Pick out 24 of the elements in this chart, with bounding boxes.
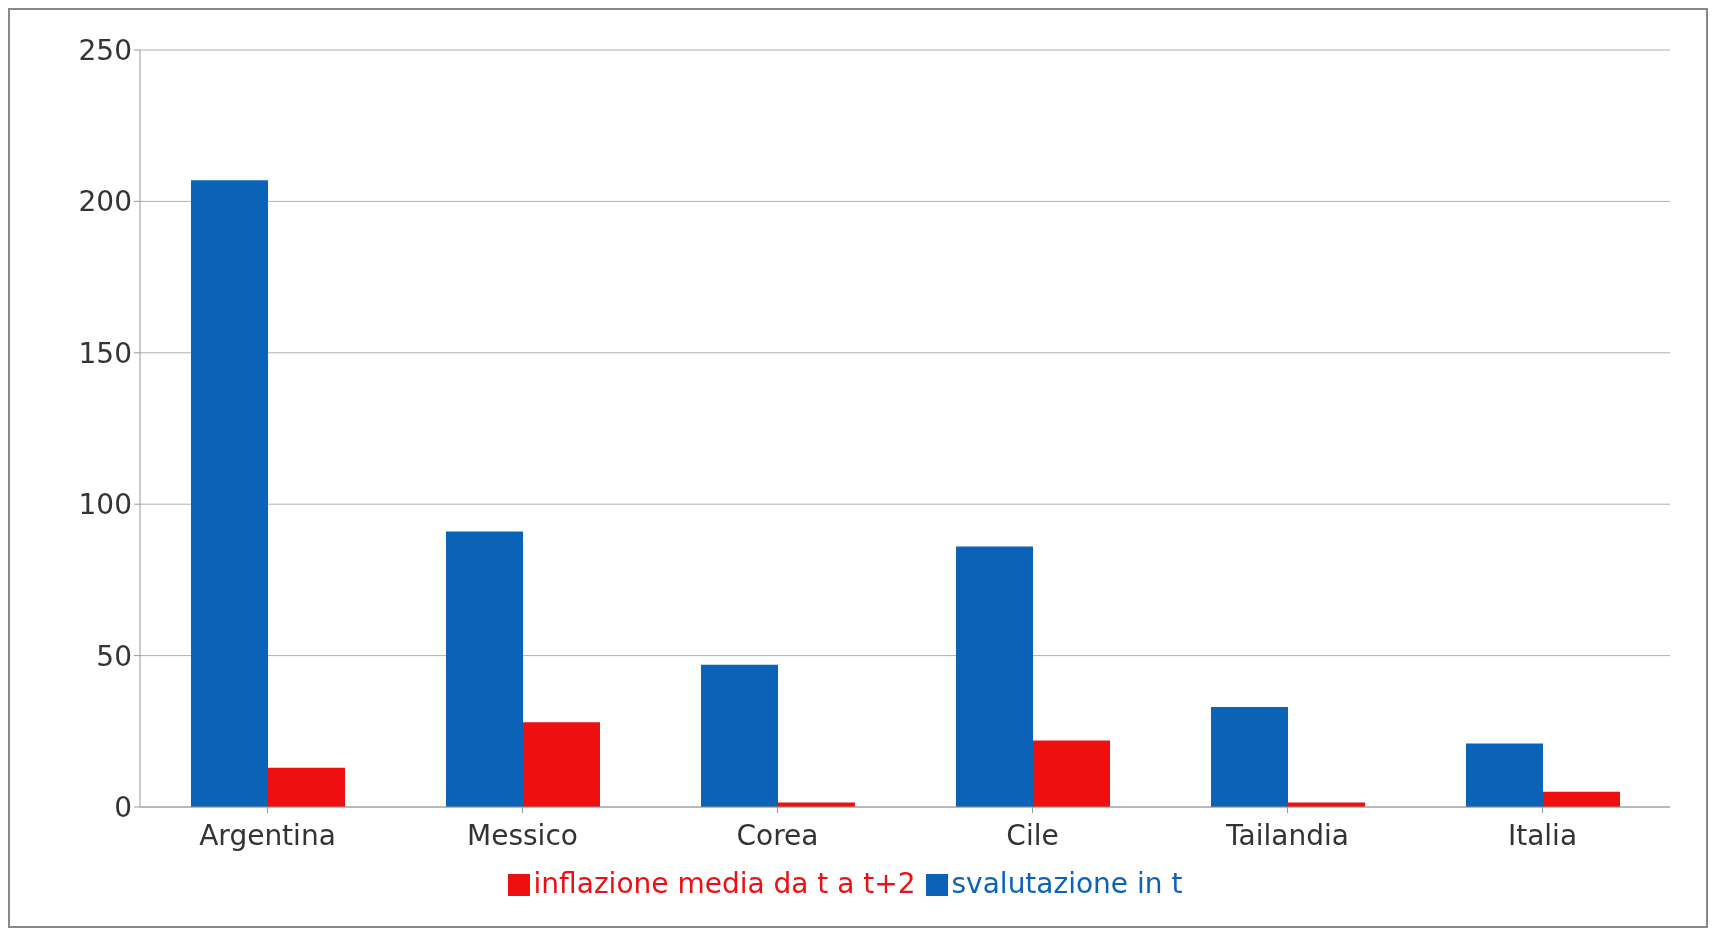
x-tick-label: Messico: [467, 818, 578, 852]
bar: [191, 180, 268, 807]
bar: [523, 722, 600, 807]
bar: [956, 546, 1033, 807]
y-tick-label: 150: [78, 336, 132, 370]
x-tick-label: Tailandia: [1225, 818, 1349, 852]
bar: [1466, 743, 1543, 807]
legend-label: inflazione media da t a t+2: [533, 867, 916, 900]
y-tick-label: 0: [114, 790, 132, 824]
bar: [268, 767, 345, 807]
legend-label: svalutazione in t: [951, 867, 1183, 900]
x-tick-label: Cile: [1006, 818, 1059, 852]
bar: [1033, 740, 1110, 807]
bar: [1211, 707, 1288, 807]
x-tick-label: Corea: [736, 818, 819, 852]
y-tick-label: 50: [96, 639, 132, 673]
x-tick-label: Italia: [1507, 818, 1578, 852]
bar: [701, 664, 778, 807]
y-tick-label: 250: [78, 33, 132, 67]
y-tick-label: 200: [78, 185, 132, 219]
y-tick-label: 100: [78, 488, 132, 522]
bar: [1543, 791, 1620, 807]
bar: [446, 531, 523, 807]
x-tick-label: Argentina: [199, 818, 336, 852]
